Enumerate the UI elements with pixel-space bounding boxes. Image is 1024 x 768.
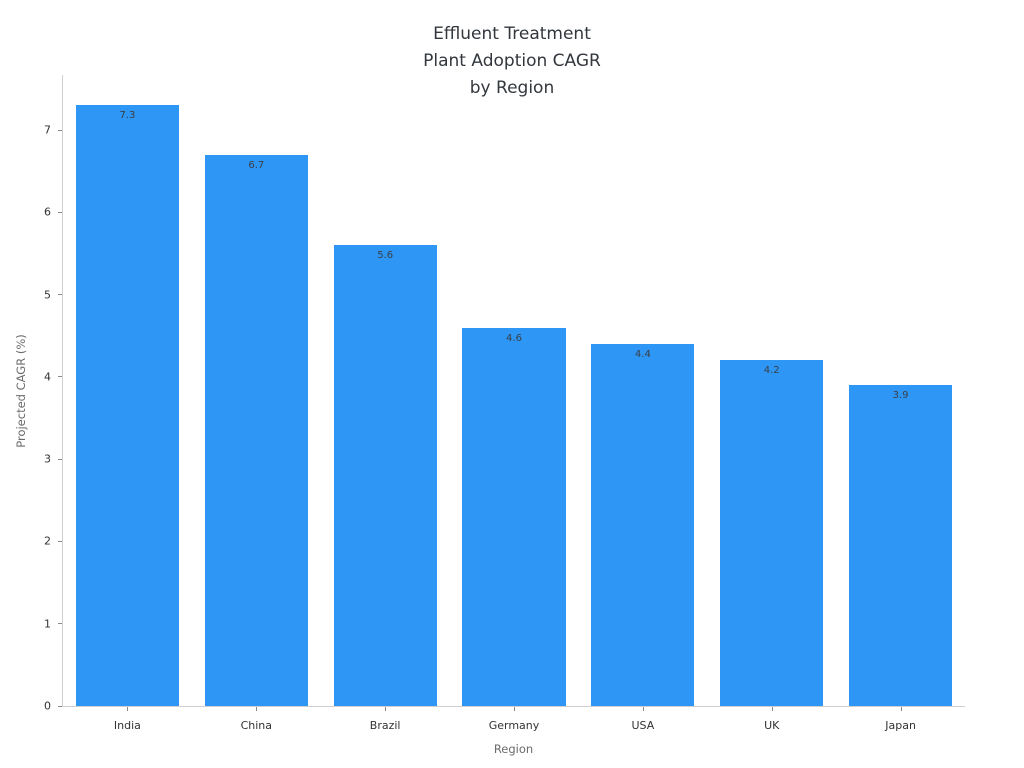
bar-germany: 4.6 [462,327,566,706]
y-tick-label: 2 [44,534,51,548]
x-tick-label-usa: USA [631,719,655,732]
bar-uk: 4.2 [720,360,824,706]
x-tick-mark [642,707,644,711]
y-tick-mark [58,540,62,542]
bar-value-label: 4.4 [634,349,651,361]
x-tick-mark [385,707,387,711]
y-tick-mark [58,705,62,707]
bar-usa: 4.4 [591,344,695,706]
bar-value-label: 5.6 [377,250,394,262]
x-tick-label-china: China [240,719,272,732]
bar-slot-india: 7.3 India [63,75,192,732]
bar-value-label: 6.7 [248,159,265,171]
x-tick-label-germany: Germany [488,719,540,732]
chart-title: Effluent Treatment Plant Adoption CAGR b… [423,24,601,98]
y-tick-mark [58,376,62,378]
x-axis-label: Region [493,742,534,756]
plot-area: 0 1 2 3 4 5 6 7 7.3 India 6.7 China 5.6 Brazil 4.6 Germ… [44,75,965,732]
y-tick-mark [58,458,62,460]
x-tick-mark [256,707,258,711]
bar-value-label: 4.2 [763,365,780,377]
x-tick-label-uk: UK [764,719,780,732]
x-tick-mark [900,707,902,711]
bar-china: 6.7 [204,154,308,706]
bar-brazil: 5.6 [333,245,437,706]
x-tick-label-india: India [113,719,141,732]
y-tick-label: 5 [44,288,51,302]
y-tick-mark [58,211,62,213]
bar-slot-uk: 4.2 UK [707,75,836,732]
bar-slot-germany: 4.6 Germany [450,75,579,732]
y-tick-label: 1 [44,617,51,631]
x-tick-mark [514,707,515,711]
y-tick-label: 7 [44,123,51,137]
bar-slot-usa: 4.4 USA [578,75,707,732]
bar-slot-japan: 3.9 Japan [836,75,965,732]
y-tick-label: 3 [44,452,51,466]
x-tick-label-japan: Japan [885,719,916,732]
y-tick-label: 4 [44,370,51,384]
y-tick-label: 0 [44,699,51,713]
y-tick-mark [58,623,62,625]
bar-value-label: 4.6 [506,332,522,344]
y-axis-label: Projected CAGR (%) [14,334,28,448]
x-tick-label-brazil: Brazil [369,719,401,732]
bar-value-label: 7.3 [119,110,136,122]
bar-india: 7.3 [75,105,179,706]
y-tick-label: 6 [44,205,51,219]
bar-slot-brazil: 5.6 Brazil [321,75,450,732]
bar-value-label: 3.9 [892,390,909,402]
x-tick-mark [127,707,129,711]
x-tick-mark [771,707,773,711]
y-tick-mark [58,294,62,296]
bar-slot-china: 6.7 China [192,75,321,732]
bar-japan: 3.9 [849,385,953,706]
y-tick-mark [58,129,62,131]
